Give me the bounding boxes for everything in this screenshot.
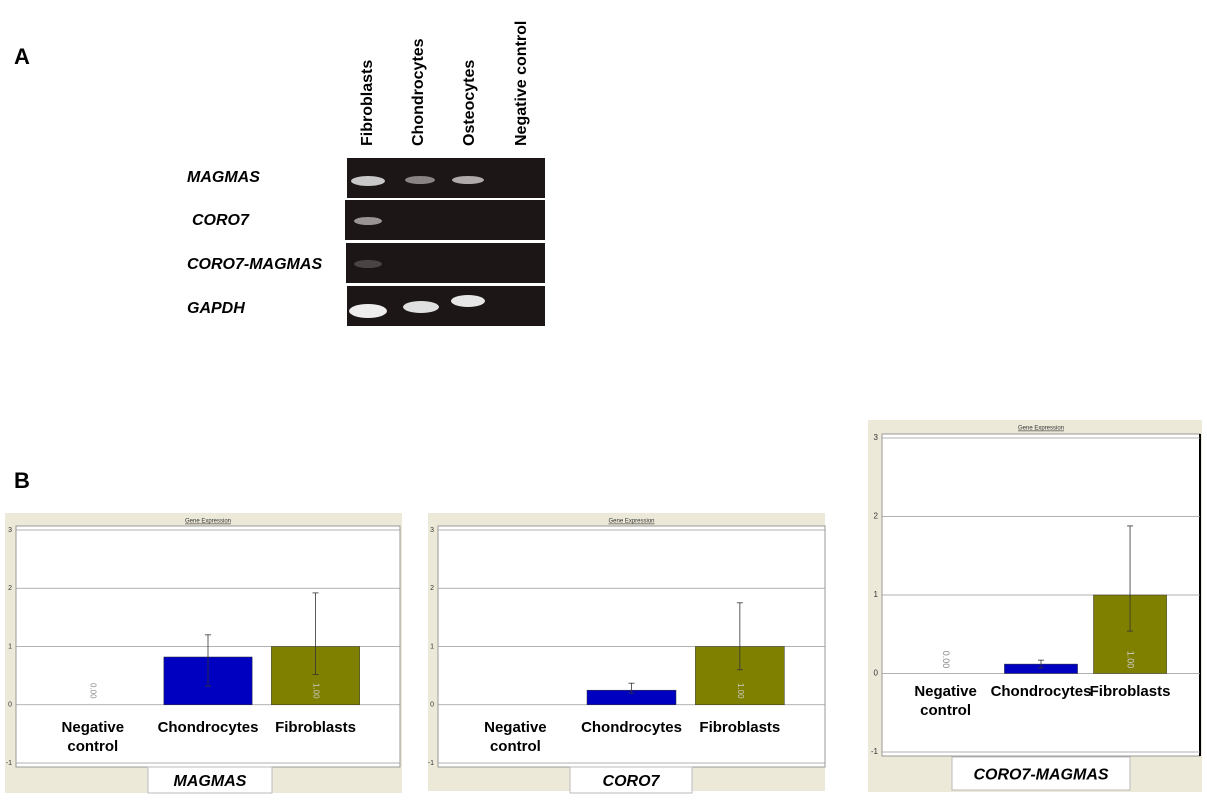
gene-label: CORO7 (192, 212, 250, 229)
y-tick-label: 2 (430, 585, 434, 592)
gene-label: MAGMAS (187, 169, 260, 186)
lane-label: Chondrocytes (410, 38, 427, 146)
gel-band (354, 260, 382, 268)
lane-label: Fibroblasts (359, 60, 376, 146)
chart-title: Gene Expression (608, 519, 654, 525)
caption: CORO7 (603, 773, 661, 790)
y-tick-label: -1 (871, 747, 879, 756)
y-tick-label: 3 (874, 433, 879, 442)
y-tick-label: 2 (8, 585, 12, 592)
lane-label: Negative control (513, 21, 530, 146)
caption-box (569, 766, 693, 794)
gene-label: GAPDH (187, 300, 245, 317)
x-tick-label: Chondrocytes (581, 719, 682, 736)
value-label: 1.00 (311, 683, 320, 699)
gel (345, 158, 545, 326)
x-tick-label: Negative control (62, 719, 125, 755)
y-tick-label: 1 (430, 643, 434, 650)
gel-band (351, 176, 385, 186)
x-tick-label: Chondrocytes (991, 683, 1092, 700)
y-tick-label: 3 (430, 527, 434, 534)
x-tick-label: Chondrocytes (158, 719, 259, 736)
value-label: 1.00 (1126, 651, 1136, 669)
gel-band (354, 217, 382, 225)
y-tick-label: 1 (8, 643, 12, 650)
x-tick-label: Fibroblasts (1090, 683, 1171, 700)
gel-band (452, 176, 484, 184)
y-tick-label: 2 (874, 512, 879, 521)
x-tick-label: Fibroblasts (275, 719, 356, 736)
y-tick-label: 0 (874, 669, 879, 678)
gel-band (349, 304, 387, 318)
y-tick-label: -1 (6, 760, 12, 767)
gel-band (405, 176, 435, 184)
y-tick-label: 1 (874, 590, 879, 599)
gene-label: CORO7-MAGMAS (187, 256, 322, 273)
y-tick-label: -1 (428, 760, 434, 767)
value-label: 0.00 (89, 683, 98, 699)
value-label: 0.00 (941, 651, 951, 669)
panel-label: B (14, 468, 30, 493)
caption-box (147, 766, 273, 794)
x-tick-label: Fibroblasts (699, 719, 780, 736)
caption-box (951, 756, 1131, 791)
chart-title: Gene Expression (185, 519, 231, 525)
y-tick-label: 0 (8, 702, 12, 709)
caption: CORO7-MAGMAS (973, 767, 1108, 784)
chart-title: Gene Expression (1018, 426, 1064, 432)
lane-label: Osteocytes (461, 60, 478, 146)
x-tick-label: Negative control (484, 719, 547, 755)
panel-label: A (14, 44, 30, 69)
x-tick-label: Negative control (914, 683, 977, 719)
y-tick-label: 3 (8, 527, 12, 534)
value-label: 1.00 (736, 683, 745, 699)
gel-band (451, 295, 485, 307)
caption: MAGMAS (174, 773, 247, 790)
gel-band (403, 301, 439, 313)
y-tick-label: 0 (430, 702, 434, 709)
